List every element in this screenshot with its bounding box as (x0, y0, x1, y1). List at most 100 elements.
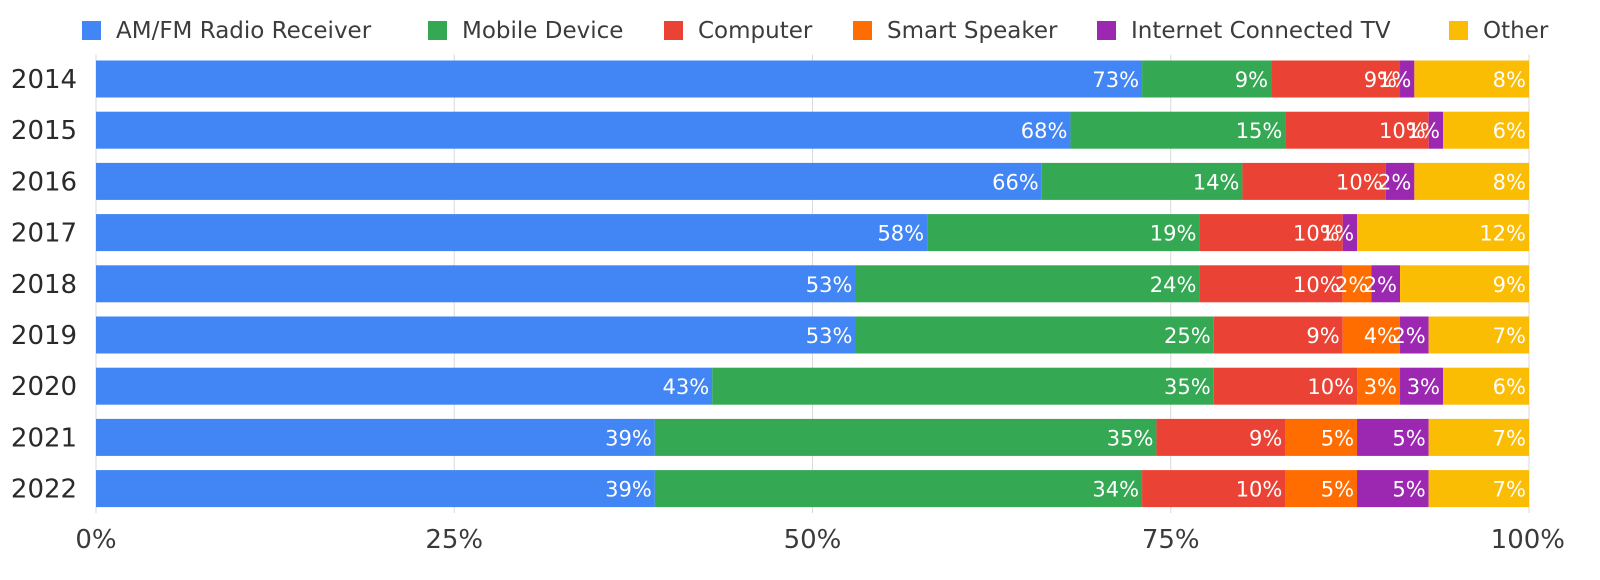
data-label: 3% (1407, 375, 1440, 399)
data-label: 2% (1335, 273, 1368, 297)
data-label: 58% (877, 222, 924, 246)
category-label-2016: 2016 (11, 167, 77, 197)
legend-swatch (428, 21, 447, 40)
bar-segment (1156, 418, 1286, 456)
data-label: 6% (1493, 375, 1526, 399)
legend-swatch (664, 21, 683, 40)
bar-segment (1142, 60, 1272, 98)
data-label: 35% (1107, 426, 1154, 450)
legend: AM/FM Radio Receiver Mobile Device Compute… (82, 18, 1549, 44)
data-label: 15% (1236, 119, 1283, 143)
data-label: 10% (1293, 222, 1340, 246)
bar-segment (1242, 162, 1386, 200)
x-tick-label: 25% (425, 525, 483, 555)
data-label: 2% (1364, 273, 1397, 297)
legend-item: Internet Connected TV (1097, 18, 1391, 44)
data-label: 1% (1321, 222, 1354, 246)
legend-label: AM/FM Radio Receiver (116, 18, 372, 44)
bar-segment (96, 60, 1143, 98)
bar-segment (1357, 367, 1401, 405)
axis-layer: 0% 25% 50% 75% 100% 2014 2015 2016 2017 2018 2019 2… (11, 65, 1565, 555)
data-label: 5% (1392, 478, 1425, 502)
data-label: 53% (806, 324, 853, 348)
bar-segment (1414, 60, 1529, 98)
data-label: 35% (1164, 375, 1211, 399)
bar-segment (1400, 265, 1529, 303)
legend-label: Mobile Device (462, 18, 623, 44)
x-tick-label: 0% (75, 525, 116, 555)
bar-segment (1271, 60, 1401, 98)
bar-segment (1385, 162, 1415, 200)
x-tick-label: 50% (784, 525, 842, 555)
legend-swatch (853, 21, 872, 40)
legend-item: Smart Speaker (853, 18, 1058, 44)
bar-segment (1285, 470, 1358, 508)
bar-segment (1199, 214, 1343, 252)
data-label: 7% (1493, 478, 1526, 502)
legend-swatch (1097, 21, 1116, 40)
bar-segment (712, 367, 1214, 405)
legend-item: Computer (664, 18, 813, 44)
data-label: 34% (1092, 478, 1139, 502)
bar-segment (1400, 60, 1415, 98)
bar-segment (1428, 316, 1529, 354)
data-label: 10% (1307, 375, 1354, 399)
bars-layer (96, 60, 1529, 508)
legend-label: Other (1483, 18, 1549, 44)
category-label-2019: 2019 (11, 321, 77, 351)
bar-segment (96, 162, 1042, 200)
data-label: 9% (1364, 68, 1397, 92)
data-label: 9% (1306, 324, 1339, 348)
data-label: 7% (1493, 426, 1526, 450)
data-label: 19% (1150, 222, 1197, 246)
bar-segment (1342, 265, 1372, 303)
bar-segment (654, 470, 1143, 508)
bar-segment (1342, 214, 1358, 252)
bar-segment (1414, 162, 1529, 200)
bar-segment (96, 214, 928, 252)
bar-segment (855, 265, 1200, 303)
data-label: 24% (1150, 273, 1197, 297)
category-label-2021: 2021 (11, 423, 77, 453)
data-label: 68% (1021, 119, 1068, 143)
bar-segment (1199, 265, 1343, 303)
bar-segment (1285, 418, 1358, 456)
bar-segment (1070, 111, 1286, 149)
bar-segment (1443, 367, 1529, 405)
bar-segment (1400, 316, 1429, 354)
data-label: 10% (1293, 273, 1340, 297)
legend-swatch (82, 21, 101, 40)
legend-label: Internet Connected TV (1131, 18, 1391, 44)
data-label: 5% (1321, 478, 1354, 502)
legend-swatch (1449, 21, 1468, 40)
data-label: 73% (1092, 68, 1139, 92)
data-labels-layer: 73% 9% 9%1% 8%68% 15% 10%1% 6%66% 14% 10%2% 8%58%… (605, 68, 1526, 502)
data-label: 10% (1379, 119, 1426, 143)
data-label: 53% (806, 273, 853, 297)
bar-segment (96, 367, 713, 405)
category-label-2018: 2018 (11, 270, 77, 300)
data-label: 7% (1493, 324, 1526, 348)
category-label-2015: 2015 (11, 116, 77, 146)
bar-segment (1428, 470, 1529, 508)
data-label: 2% (1392, 324, 1425, 348)
bar-segment (96, 316, 856, 354)
bar-segment (1041, 162, 1243, 200)
data-label: 1% (1378, 68, 1411, 92)
data-label: 5% (1392, 426, 1425, 450)
data-label: 1% (1407, 119, 1440, 143)
bar-segment (927, 214, 1200, 252)
data-label: 5% (1321, 426, 1354, 450)
data-label: 4% (1364, 324, 1397, 348)
x-tick-label: 100% (1491, 525, 1565, 555)
bar-segment (96, 418, 655, 456)
category-label-2020: 2020 (11, 372, 77, 402)
bar-segment (1400, 367, 1444, 405)
data-label: 39% (605, 478, 652, 502)
bar-segment (1428, 111, 1444, 149)
bar-segment (1443, 111, 1529, 149)
data-label: 10% (1336, 170, 1383, 194)
category-label-2014: 2014 (11, 65, 77, 95)
